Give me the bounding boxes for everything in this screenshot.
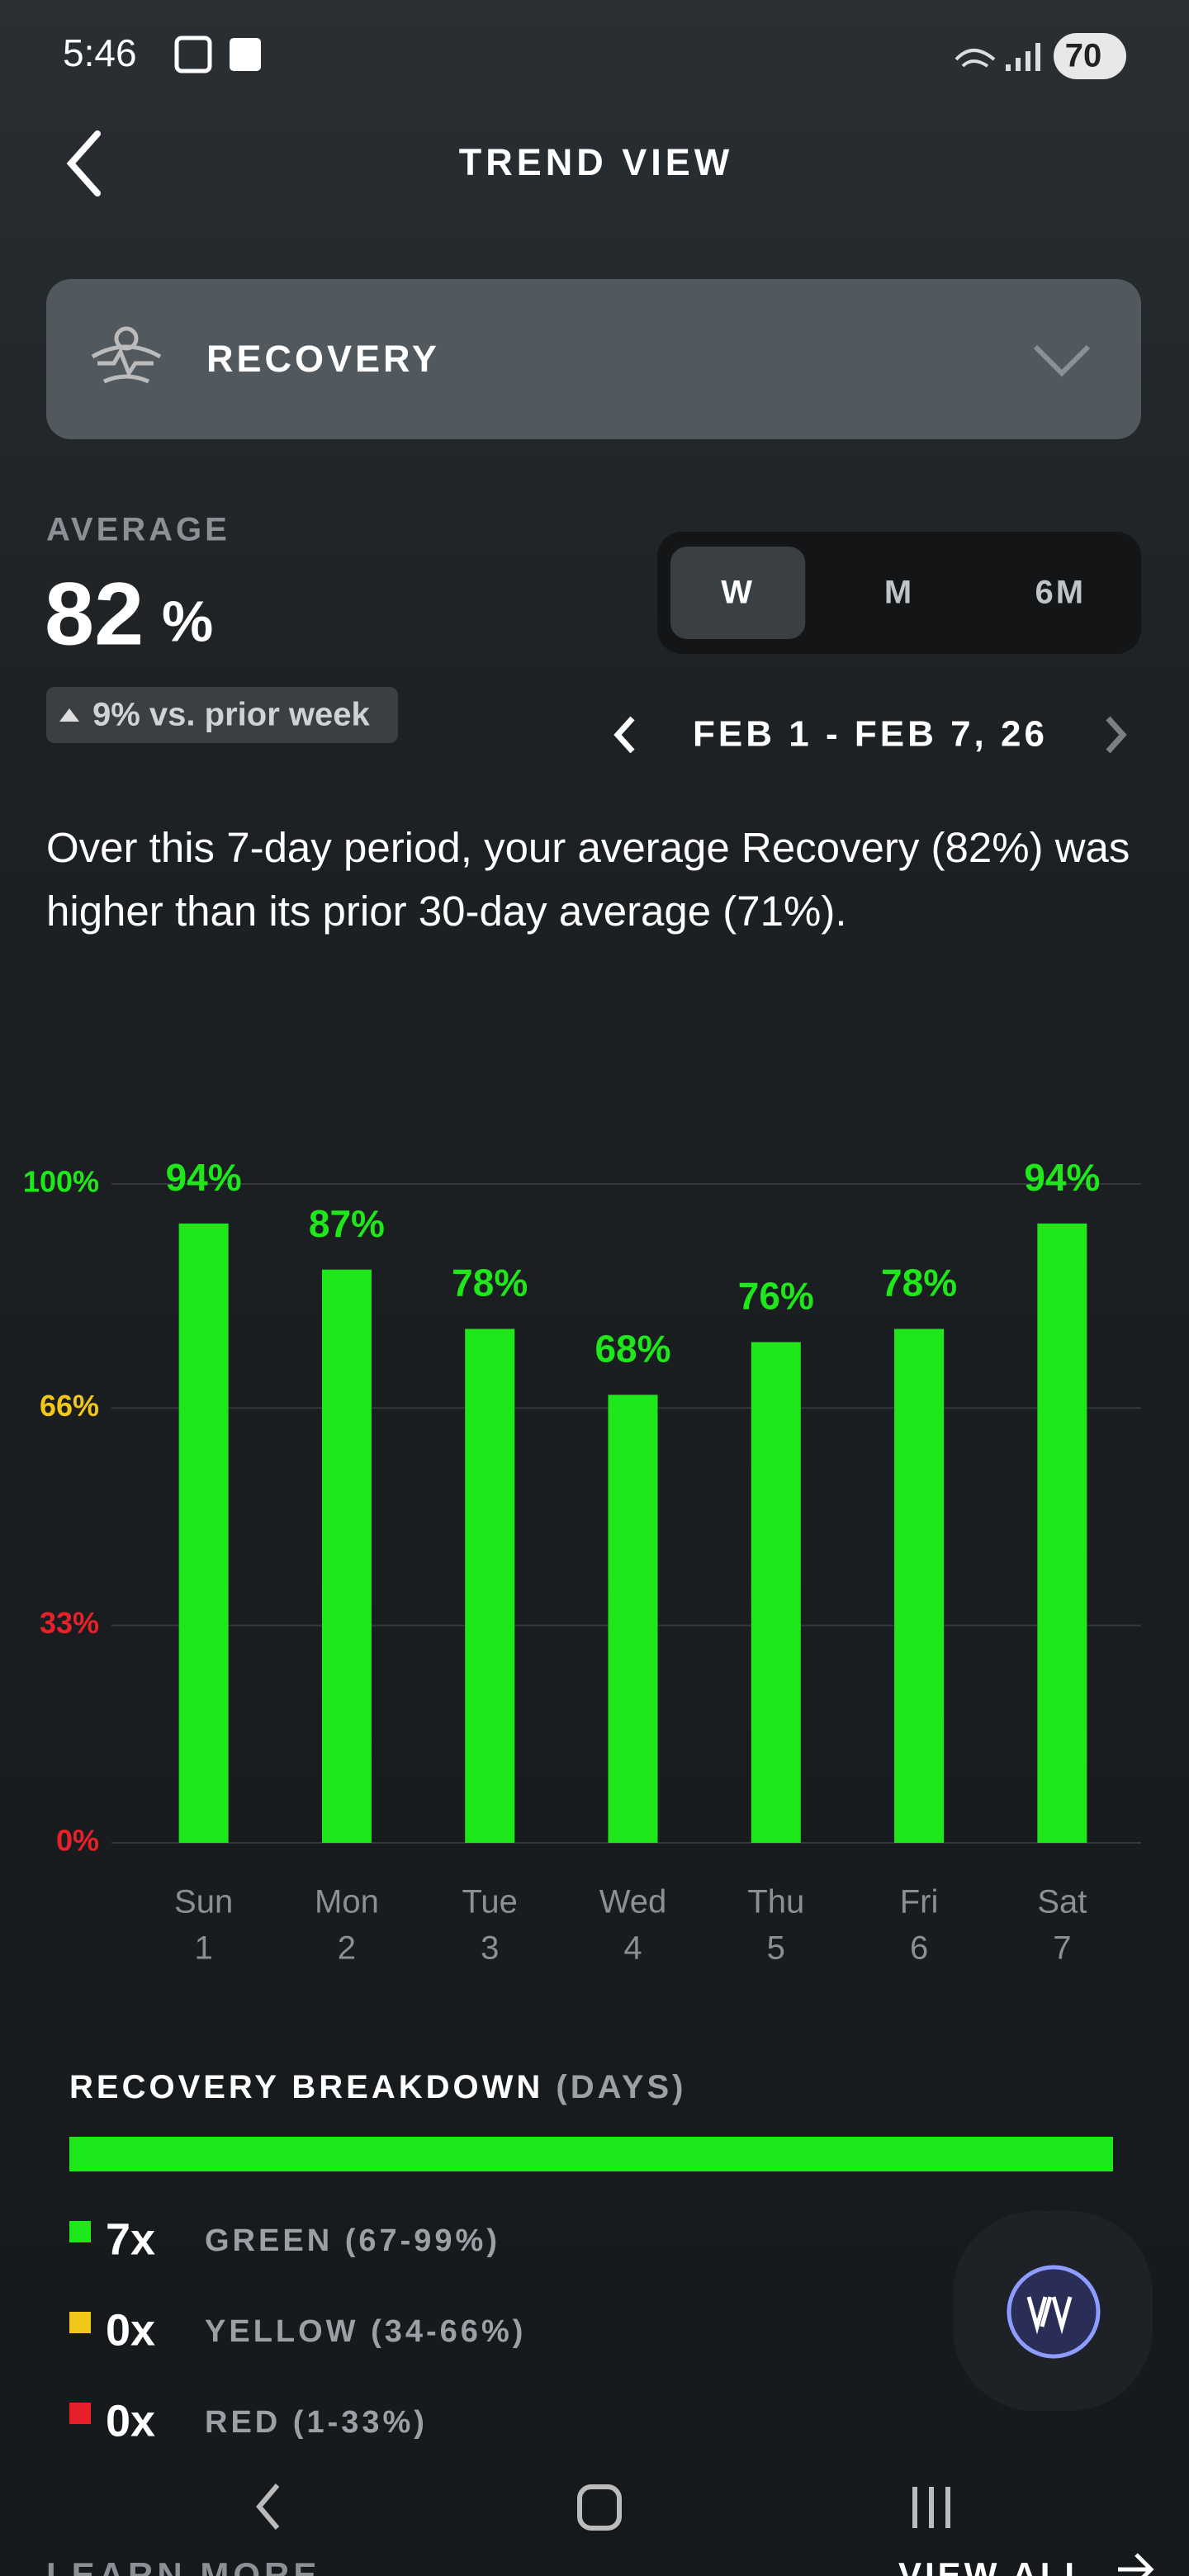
- nav-recents[interactable]: [912, 2487, 950, 2528]
- bar: [178, 1223, 229, 1843]
- view-all[interactable]: VIEW ALL: [898, 2555, 1089, 2576]
- value-label: 94%: [1024, 1156, 1100, 1199]
- value-label: 87%: [309, 1202, 385, 1245]
- next-period[interactable]: [1106, 716, 1127, 754]
- change-text: 9% vs. prior week: [92, 697, 370, 733]
- nav-back[interactable]: [256, 2484, 280, 2530]
- legend-swatch: [69, 2312, 91, 2333]
- x-tick-sublabel: 5: [767, 1930, 785, 1967]
- nav-home[interactable]: [577, 2484, 622, 2531]
- period-tab[interactable]: 6M: [1035, 575, 1087, 611]
- breakdown-count: 0x: [106, 2396, 155, 2446]
- metric-dropdown[interactable]: [46, 279, 1141, 439]
- breakdown-segment: [69, 2137, 1113, 2171]
- y-tick-label: 100%: [23, 1165, 99, 1199]
- page-title: TREND VIEW: [459, 141, 734, 183]
- breakdown-title: RECOVERY BREAKDOWN (DAYS): [69, 2069, 687, 2105]
- status-icon: [230, 38, 261, 71]
- average-unit: %: [162, 589, 213, 653]
- breakdown-label: RED (1-33%): [205, 2405, 428, 2440]
- legend-swatch: [69, 2221, 91, 2242]
- value-label: 68%: [594, 1328, 670, 1371]
- average-label: AVERAGE: [46, 512, 230, 548]
- back-button[interactable]: [66, 130, 101, 197]
- y-tick-label: 33%: [40, 1606, 99, 1640]
- x-tick-sublabel: 7: [1053, 1930, 1071, 1967]
- x-tick-sublabel: 1: [195, 1930, 213, 1967]
- average-value: 82: [45, 564, 144, 664]
- description: Over this 7-day period, your average Rec…: [46, 824, 1130, 935]
- recovery-icon: [91, 326, 162, 384]
- bar: [465, 1328, 515, 1843]
- x-tick-sublabel: 2: [338, 1930, 356, 1967]
- x-tick-label: Wed: [599, 1884, 667, 1920]
- period-tab[interactable]: M: [884, 575, 914, 611]
- breakdown-label: YELLOW (34-66%): [205, 2314, 526, 2349]
- date-range: FEB 1 - FEB 7, 26: [693, 714, 1048, 755]
- x-tick-sublabel: 4: [623, 1930, 642, 1967]
- legend-swatch: [69, 2403, 91, 2424]
- dropdown-chevron: [1033, 344, 1091, 377]
- assistant-glyph: [1026, 2296, 1073, 2335]
- x-tick-label: Mon: [315, 1884, 379, 1920]
- breakdown-count: 7x: [106, 2214, 155, 2264]
- value-label: 94%: [166, 1156, 242, 1199]
- x-tick-label: Sun: [174, 1884, 233, 1920]
- status-icon: [174, 36, 212, 73]
- metric-label: RECOVERY: [206, 338, 440, 380]
- y-tick-label: 66%: [40, 1389, 99, 1423]
- breakdown-label: GREEN (67-99%): [205, 2223, 500, 2258]
- tab-selected: [670, 547, 806, 639]
- x-tick-label: Thu: [747, 1884, 804, 1920]
- value-label: 78%: [881, 1262, 957, 1305]
- signal-icon: [1006, 43, 1040, 71]
- bar: [894, 1328, 945, 1843]
- x-tick-sublabel: 6: [910, 1930, 928, 1967]
- status-time: 5:46: [63, 31, 137, 74]
- x-tick-label: Sat: [1037, 1884, 1087, 1920]
- breakdown-count: 0x: [106, 2305, 155, 2355]
- bar: [608, 1395, 658, 1843]
- battery: [1054, 33, 1126, 79]
- x-tick-label: Tue: [462, 1884, 517, 1920]
- y-tick-label: 0%: [56, 1824, 99, 1858]
- learn-more[interactable]: LEARN MORE: [46, 2555, 320, 2576]
- change-badge: [46, 687, 398, 743]
- bar: [321, 1269, 372, 1843]
- x-tick-sublabel: 3: [481, 1930, 499, 1967]
- bar: [1037, 1223, 1087, 1843]
- value-label: 78%: [452, 1262, 528, 1305]
- x-tick-label: Fri: [900, 1884, 939, 1920]
- battery-level: 70: [1065, 38, 1102, 74]
- period-tab[interactable]: W: [721, 575, 755, 611]
- wifi-icon: [955, 49, 996, 68]
- value-label: 76%: [738, 1275, 814, 1318]
- view-all-arrow: [1118, 2553, 1154, 2576]
- up-arrow: [59, 708, 79, 722]
- prev-period[interactable]: [613, 716, 635, 754]
- assistant-icon: [1007, 2265, 1101, 2359]
- bar: [751, 1342, 801, 1843]
